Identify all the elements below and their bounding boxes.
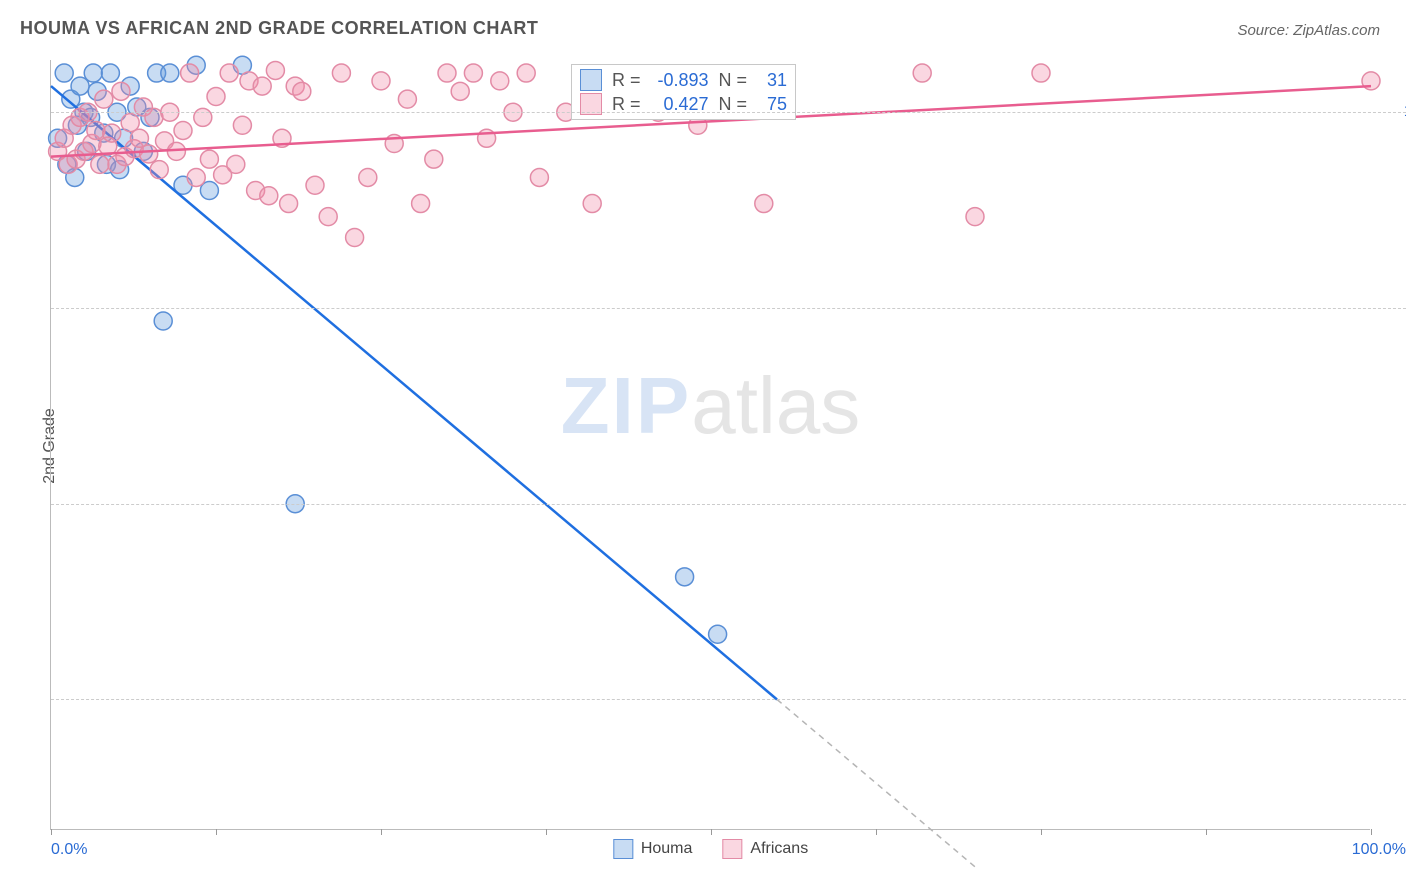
scatter-point [200,150,218,168]
scatter-point [293,82,311,100]
scatter-point [398,90,416,108]
scatter-point [709,625,727,643]
x-tick [1371,829,1372,835]
legend-item: Africans [722,839,808,859]
scatter-point [220,64,238,82]
x-axis-max-label: 100.0% [1352,841,1406,859]
scatter-point [95,90,113,108]
plot-area: ZIPatlas R =-0.893N =31R =0.427N =75 0.0… [50,60,1370,830]
scatter-point [140,145,158,163]
scatter-point [227,155,245,173]
stats-r-value: -0.893 [651,70,709,91]
x-tick [381,829,382,835]
scatter-point [174,121,192,139]
y-tick-label: 77.5% [1388,690,1406,708]
scatter-point [319,208,337,226]
x-tick [711,829,712,835]
scatter-point [150,161,168,179]
scatter-point [181,64,199,82]
x-tick [216,829,217,835]
y-tick-label: 85.0% [1388,495,1406,513]
scatter-point [676,568,694,586]
scatter-point [253,77,271,95]
legend-swatch [722,839,742,859]
legend: Houma Africans [613,839,808,859]
scatter-point [91,155,109,173]
scatter-point [306,176,324,194]
scatter-point [280,195,298,213]
scatter-point [207,88,225,106]
x-tick [51,829,52,835]
scatter-point [84,64,102,82]
scatter-point [112,82,130,100]
x-tick [546,829,547,835]
scatter-point [194,108,212,126]
scatter-point [425,150,443,168]
scatter-point [372,72,390,90]
scatter-point [913,64,931,82]
scatter-point [966,208,984,226]
gridline-h [51,112,1406,113]
scatter-point [530,168,548,186]
chart-title: HOUMA VS AFRICAN 2ND GRADE CORRELATION C… [20,18,538,39]
x-tick [1041,829,1042,835]
scatter-point [451,82,469,100]
y-tick-label: 100.0% [1388,103,1406,121]
scatter-point [103,124,121,142]
stats-n-value: 31 [757,70,787,91]
scatter-point [332,64,350,82]
scatter-point [583,195,601,213]
scatter-point [121,114,139,132]
scatter-point [412,195,430,213]
scatter-point [161,64,179,82]
stats-row: R = -0.893 N = 31 [580,69,787,91]
scatter-point [187,168,205,186]
chart-svg [51,60,1370,829]
x-axis-min-label: 0.0% [51,841,87,859]
stats-r-label: R = [612,70,641,91]
scatter-point [154,312,172,330]
scatter-point [55,64,73,82]
legend-label: Africans [750,840,808,858]
scatter-point [464,64,482,82]
x-tick [876,829,877,835]
legend-item: Houma [613,839,693,859]
scatter-point [101,64,119,82]
gridline-h [51,504,1406,505]
y-tick-label: 92.5% [1388,299,1406,317]
scatter-point [233,116,251,134]
scatter-point [755,195,773,213]
x-tick [1206,829,1207,835]
series-swatch [580,69,602,91]
gridline-h [51,308,1406,309]
stats-n-label: N = [719,70,748,91]
scatter-point [87,121,105,139]
source-label: Source: ZipAtlas.com [1237,22,1380,39]
scatter-point [491,72,509,90]
scatter-point [359,168,377,186]
scatter-point [130,129,148,147]
scatter-point [517,64,535,82]
legend-swatch [613,839,633,859]
scatter-point [1032,64,1050,82]
gridline-h [51,699,1406,700]
scatter-point [438,64,456,82]
scatter-point [260,187,278,205]
scatter-point [266,61,284,79]
legend-label: Houma [641,840,693,858]
scatter-point [346,228,364,246]
